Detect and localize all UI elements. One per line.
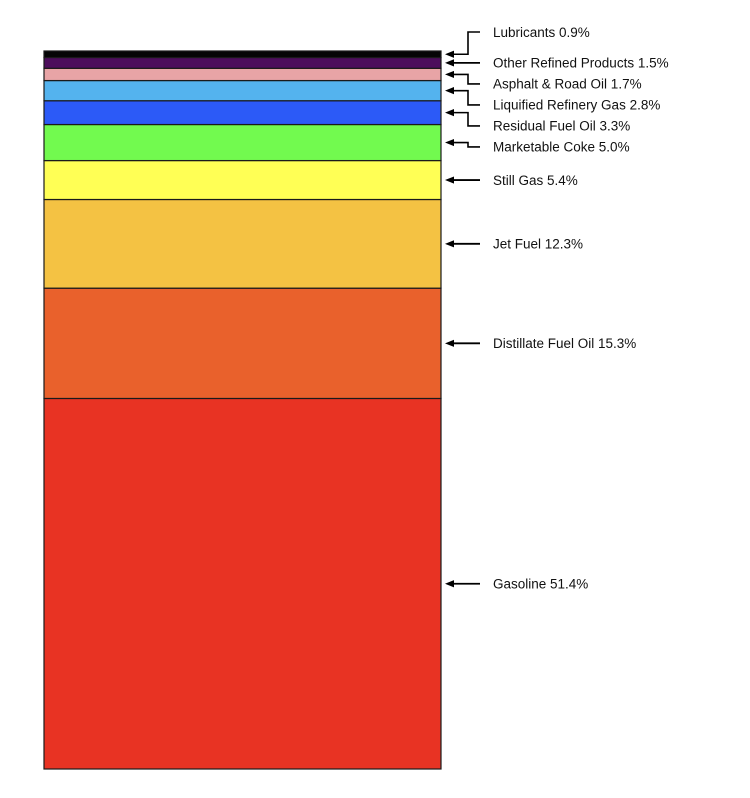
segment-jet-fuel [43,198,442,289]
arrowhead-jet-fuel [445,240,454,248]
leader-residual-fuel-oil [451,111,480,127]
segment-marketable-coke [43,123,442,162]
arrowhead-gasoline [445,580,454,588]
leader-lubricants [451,31,480,56]
leader-marketable-coke [451,141,480,148]
arrowhead-liquified-refinery-gas [445,87,454,95]
label-residual-fuel-oil: Residual Fuel Oil 3.3% [493,119,630,134]
segment-labels: Gasoline 51.4% Distillate Fuel Oil 15.3% J… [493,25,669,592]
label-jet-fuel: Jet Fuel 12.3% [493,237,583,252]
label-still-gas: Still Gas 5.4% [493,173,578,188]
segment-lubricants [43,50,442,59]
arrowhead-distillate-fuel-oil [445,339,454,347]
label-distillate-fuel-oil: Distillate Fuel Oil 15.3% [493,336,636,351]
segment-asphalt-and-road-oil [43,67,442,82]
arrowhead-marketable-coke [445,138,454,147]
label-other-refined-products: Other Refined Products 1.5% [493,56,669,71]
label-marketable-coke: Marketable Coke 5.0% [493,140,630,155]
arrowhead-residual-fuel-oil [445,109,454,117]
label-asphalt-and-road-oil: Asphalt & Road Oil 1.7% [493,77,642,92]
segment-still-gas [43,159,442,201]
arrowhead-asphalt-and-road-oil [445,70,454,79]
label-arrows [445,31,480,588]
label-liquified-refinery-gas: Liquified Refinery Gas 2.8% [493,98,660,113]
label-gasoline: Gasoline 51.4% [493,577,588,592]
segment-liquified-refinery-gas [43,79,442,102]
segment-residual-fuel-oil [43,100,442,126]
bar-segments [43,50,442,770]
segment-distillate-fuel-oil [43,287,442,400]
arrowhead-lubricants [445,50,454,58]
segment-gasoline [43,397,442,770]
leader-asphalt-and-road-oil [451,73,480,85]
label-lubricants: Lubricants 0.9% [493,25,590,40]
arrowhead-other-refined-products [445,59,454,67]
arrowhead-still-gas [445,176,454,184]
segment-other-refined-products [43,56,442,69]
leader-liquified-refinery-gas [451,89,480,106]
